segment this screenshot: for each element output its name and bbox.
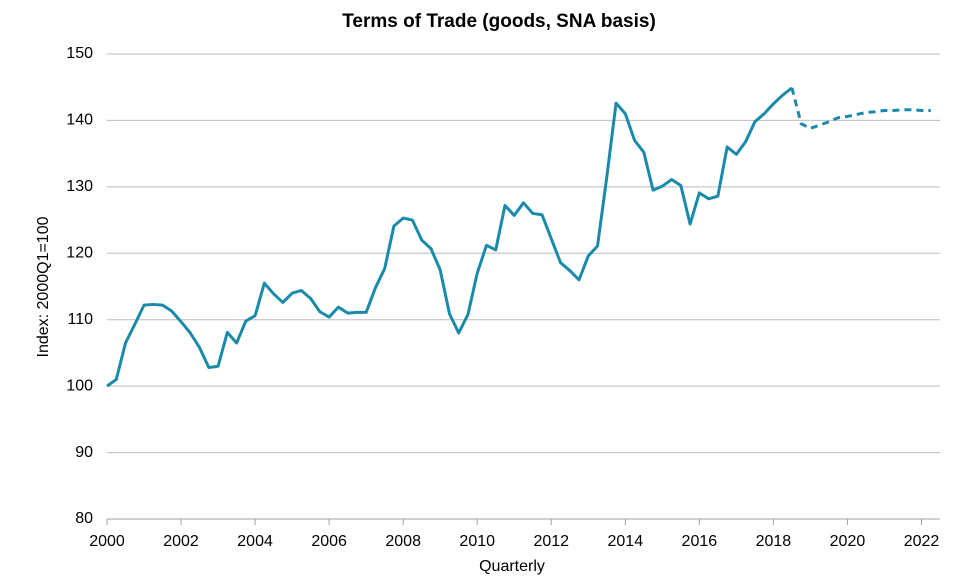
x-axis-label: Quarterly (479, 558, 545, 575)
x-tick-label: 2016 (682, 533, 718, 550)
x-tick-label: 2010 (459, 533, 495, 550)
y-axis-label: Index: 2000Q1=100 (35, 216, 52, 357)
x-tick-label: 2020 (830, 533, 866, 550)
y-tick-label: 140 (66, 112, 93, 129)
x-tick-label: 2018 (756, 533, 792, 550)
x-tick-label: 2014 (608, 533, 644, 550)
x-tick-label: 2004 (237, 533, 273, 550)
x-tick-label: 2008 (385, 533, 421, 550)
y-tick-label: 120 (66, 245, 93, 262)
data-line (790, 87, 931, 130)
y-tick-label: 90 (75, 444, 93, 461)
chart-title: Terms of Trade (goods, SNA basis) (342, 11, 656, 32)
x-tick-label: 2012 (533, 533, 569, 550)
x-tick-label: 2006 (311, 533, 347, 550)
x-tick-label: 2002 (163, 533, 199, 550)
y-tick-label: 150 (66, 45, 93, 62)
y-tick-label: 130 (66, 178, 93, 195)
y-tick-label: 80 (75, 510, 93, 527)
x-tick-label: 2022 (904, 533, 940, 550)
data-line (106, 86, 793, 388)
y-tick-label: 100 (66, 377, 93, 394)
x-tick-label: 2000 (89, 533, 125, 550)
y-tick-label: 110 (67, 311, 93, 328)
